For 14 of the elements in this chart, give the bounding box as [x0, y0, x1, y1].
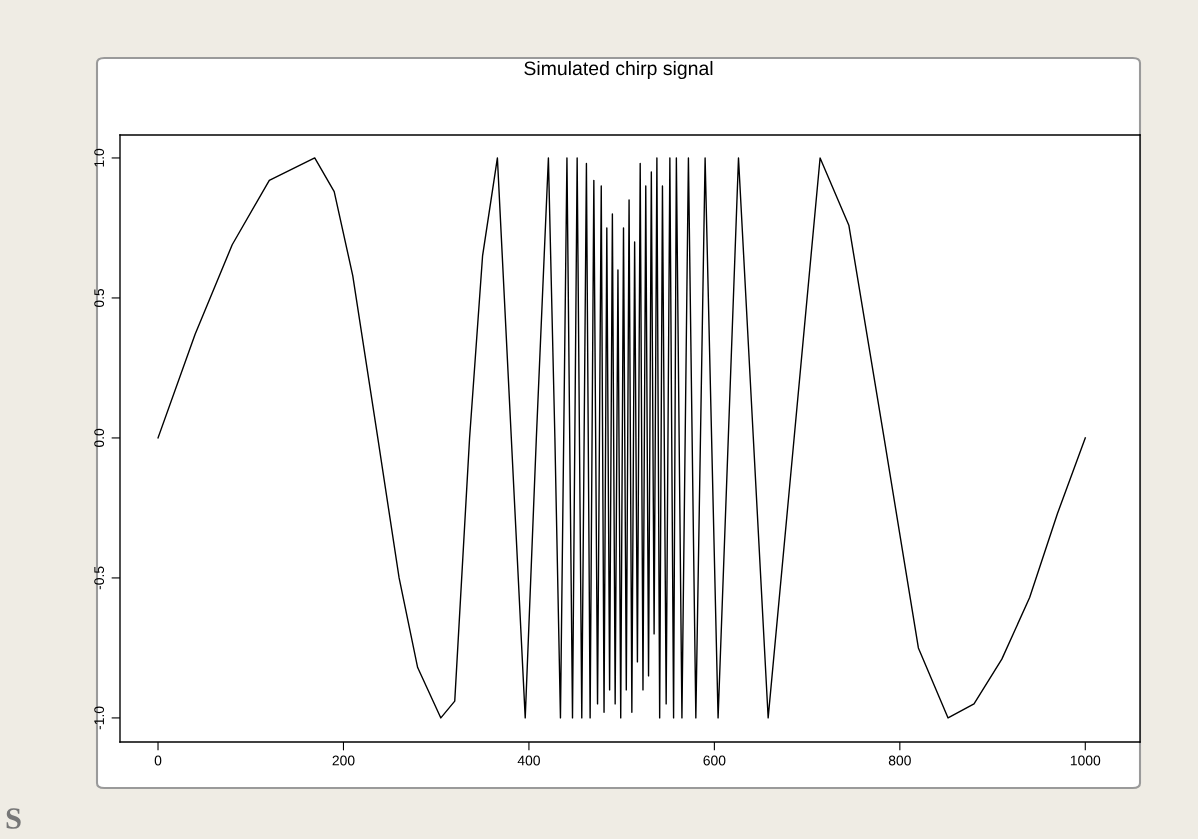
x-tick-label: 0 [154, 755, 162, 766]
x-tick-label: 1000 [1070, 755, 1101, 766]
x-tick-label: 600 [703, 755, 726, 766]
x-tick-label: 200 [332, 755, 355, 766]
y-tick-label: 0.5 [94, 288, 105, 308]
y-tick-label: 1.0 [94, 148, 105, 167]
line-series [157, 157, 1086, 719]
x-tick-label: 400 [517, 755, 540, 766]
chart-title: Simulated chirp signal [524, 60, 713, 80]
y-tick-label: -0.5 [94, 566, 105, 590]
text: S [6, 808, 21, 829]
y-tick-label: 0.0 [94, 428, 105, 448]
x-tick-label: 800 [888, 755, 911, 766]
y-tick-label: -1.0 [94, 706, 105, 730]
